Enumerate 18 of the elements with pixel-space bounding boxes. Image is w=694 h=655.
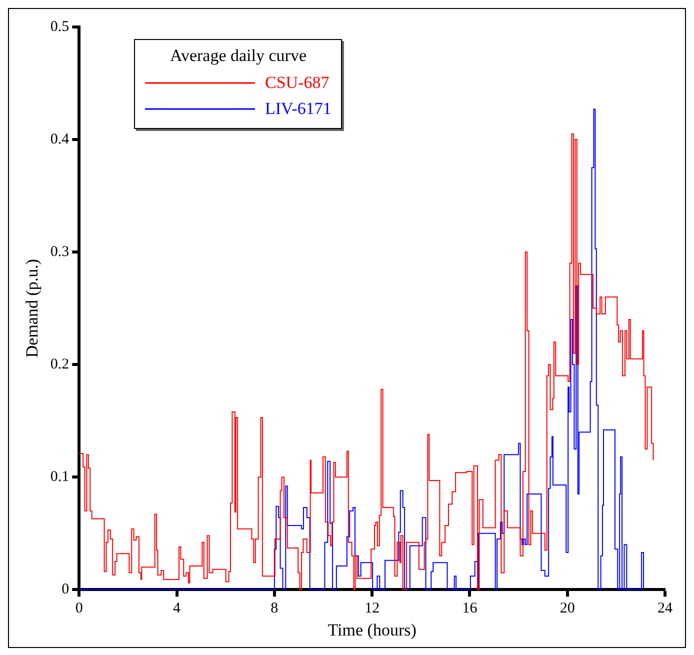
y-tick-label: 0.3 xyxy=(50,244,70,260)
legend-title: Average daily curve xyxy=(168,46,308,66)
y-tick-label: 0 xyxy=(62,582,70,598)
y-tick-label: 0.2 xyxy=(50,356,70,372)
text: LIV-6171 xyxy=(265,98,332,120)
x-tick-label: 8 xyxy=(270,600,278,617)
text: CSU-687 xyxy=(265,72,330,94)
x-tick-label: 24 xyxy=(658,600,673,617)
x-tick-label: 20 xyxy=(560,600,575,617)
x-tick-label: 0 xyxy=(75,600,83,617)
x-tick-label: 16 xyxy=(462,600,478,617)
x-axis-title: Time (hours) xyxy=(328,620,416,640)
x-tick-label: 4 xyxy=(173,600,182,617)
y-tick-label: 0.5 xyxy=(50,18,70,35)
x-tick-label: 12 xyxy=(364,600,380,617)
y-tick-label: 0.1 xyxy=(50,469,70,486)
y-axis-title: Demand (p.u.) xyxy=(22,258,42,358)
y-tick-label: 0.4 xyxy=(50,131,70,148)
